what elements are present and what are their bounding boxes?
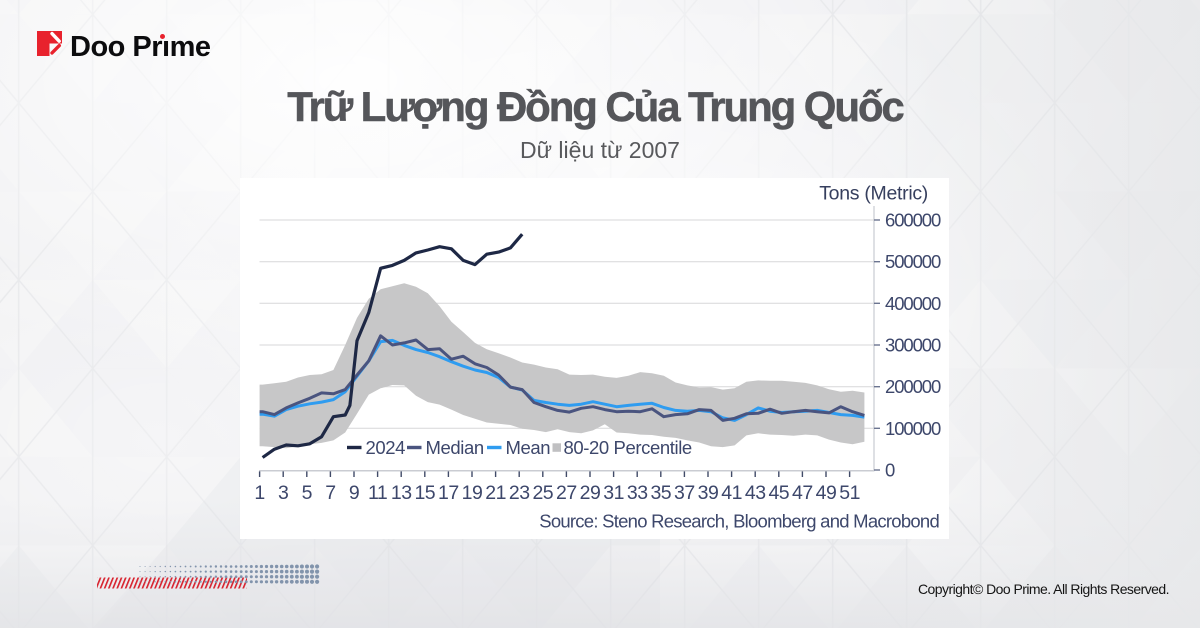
svg-text:13: 13 bbox=[391, 482, 412, 504]
svg-text:37: 37 bbox=[674, 482, 695, 504]
svg-text:51: 51 bbox=[839, 482, 860, 504]
svg-text:Source: Steno Research, Bloomb: Source: Steno Research, Bloomberg and Ma… bbox=[539, 511, 939, 532]
svg-text:15: 15 bbox=[414, 482, 435, 504]
svg-text:Median: Median bbox=[426, 437, 484, 458]
svg-text:33: 33 bbox=[627, 482, 648, 504]
svg-text:200000: 200000 bbox=[885, 376, 941, 397]
svg-text:27: 27 bbox=[556, 482, 577, 504]
svg-text:49: 49 bbox=[816, 482, 837, 504]
svg-text:3: 3 bbox=[278, 482, 288, 504]
svg-text:29: 29 bbox=[580, 482, 601, 504]
svg-text:Tons (Metric): Tons (Metric) bbox=[819, 183, 928, 205]
svg-text:2024: 2024 bbox=[366, 437, 406, 458]
svg-text:35: 35 bbox=[650, 482, 671, 504]
svg-text:80-20 Percentile: 80-20 Percentile bbox=[564, 437, 692, 458]
svg-text:47: 47 bbox=[792, 482, 813, 504]
svg-text:17: 17 bbox=[438, 482, 459, 504]
svg-text:Mean: Mean bbox=[506, 437, 551, 458]
svg-text:400000: 400000 bbox=[885, 293, 941, 314]
svg-text:100000: 100000 bbox=[885, 418, 941, 439]
svg-text:21: 21 bbox=[485, 482, 506, 504]
svg-text:9: 9 bbox=[349, 482, 359, 504]
svg-text:7: 7 bbox=[325, 482, 335, 504]
svg-text:23: 23 bbox=[509, 482, 530, 504]
svg-text:5: 5 bbox=[302, 482, 313, 504]
svg-text:500000: 500000 bbox=[885, 251, 941, 272]
svg-text:300000: 300000 bbox=[885, 335, 941, 356]
svg-text:31: 31 bbox=[603, 482, 624, 504]
svg-text:0: 0 bbox=[885, 460, 895, 481]
svg-text:19: 19 bbox=[462, 482, 483, 504]
svg-text:41: 41 bbox=[721, 482, 742, 504]
svg-text:45: 45 bbox=[768, 482, 789, 504]
svg-text:43: 43 bbox=[745, 482, 766, 504]
svg-text:25: 25 bbox=[532, 482, 553, 504]
svg-text:1: 1 bbox=[254, 482, 264, 504]
svg-text:11: 11 bbox=[368, 482, 387, 504]
svg-text:39: 39 bbox=[698, 482, 719, 504]
svg-text:600000: 600000 bbox=[885, 210, 941, 231]
